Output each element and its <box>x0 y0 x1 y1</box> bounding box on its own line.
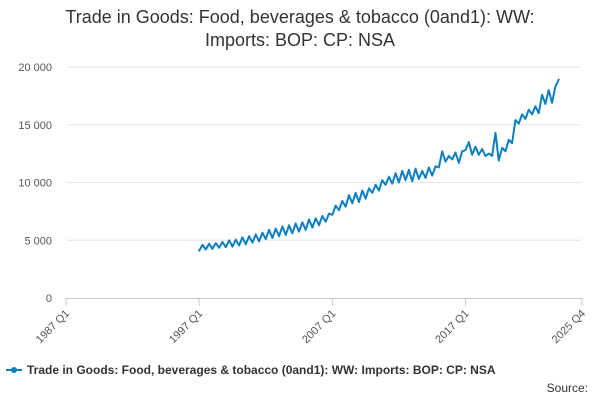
source-label: Source: <box>546 381 588 395</box>
y-tick-label: 15 000 <box>18 120 52 132</box>
x-tick-label: 1997 Q1 <box>167 308 205 346</box>
legend-series-marker-icon <box>6 364 22 376</box>
x-tick-label: 2007 Q1 <box>300 308 338 346</box>
y-tick-label: 0 <box>46 293 52 305</box>
y-tick-label: 5 000 <box>24 235 52 247</box>
data-series-line[interactable] <box>198 78 560 252</box>
y-tick-label: 20 000 <box>18 62 52 74</box>
x-tick-label: 2025 Q4 <box>550 308 588 346</box>
y-tick-label: 10 000 <box>18 178 52 190</box>
x-tick-label: 2017 Q1 <box>433 308 471 346</box>
chart-title-line-2: Imports: BOP: CP: NSA <box>204 30 396 50</box>
x-tick-label: 1987 Q1 <box>34 308 72 346</box>
legend-series-label: Trade in Goods: Food, beverages & tobacc… <box>27 363 496 377</box>
chart-title: Trade in Goods: Food, beverages & tobacc… <box>0 6 600 52</box>
chart-title-line-1: Trade in Goods: Food, beverages & tobacc… <box>65 7 535 27</box>
chart-legend[interactable]: Trade in Goods: Food, beverages & tobacc… <box>6 361 496 379</box>
